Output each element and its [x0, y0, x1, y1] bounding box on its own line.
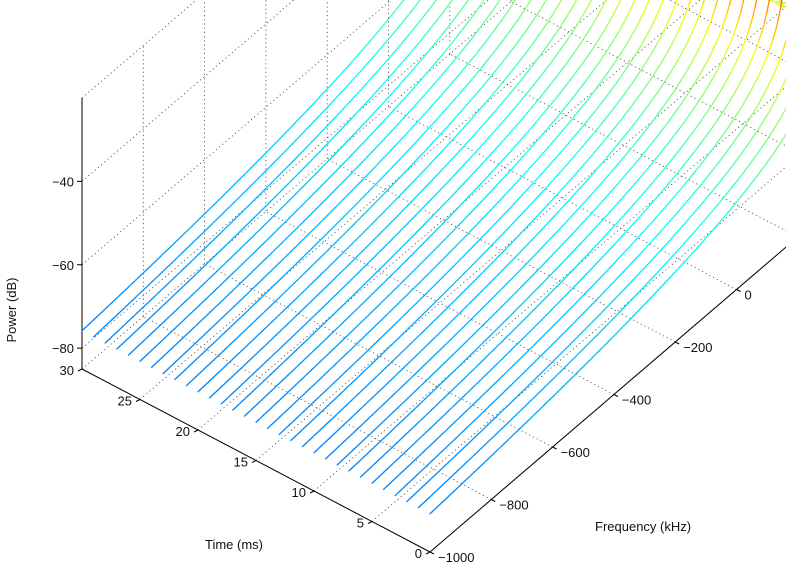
- y-tick: [429, 551, 435, 555]
- x-tick-label: 0: [415, 546, 422, 561]
- grid-line: [81, 0, 295, 182]
- spectra: [81, 0, 786, 515]
- x-tick-label: 25: [118, 394, 132, 409]
- y-tick: [674, 341, 680, 345]
- spectrum-line: [208, 0, 578, 399]
- x-tick: [135, 399, 141, 402]
- grid-line: [197, 0, 701, 431]
- grid-line: [81, 0, 490, 349]
- x-tick: [367, 521, 373, 524]
- z-tick-label: −60: [52, 258, 74, 273]
- spectrum-line: [290, 0, 678, 442]
- spectrum-line: [348, 0, 786, 472]
- spectrum-line: [266, 0, 650, 430]
- spectrum-line: [127, 0, 470, 356]
- x-tick-label: 15: [234, 455, 248, 470]
- spectrum-line: [394, 38, 786, 497]
- spectrum-line: [417, 107, 786, 509]
- grid-line: [510, 1, 786, 147]
- spectrum-line: [371, 0, 770, 484]
- spectrum-line: [104, 0, 438, 344]
- spectrum-line: [162, 0, 517, 375]
- spectrum-line: [243, 0, 622, 417]
- grid-line: [265, 211, 615, 395]
- spectrum-line: [406, 77, 786, 503]
- spectrum-line: [313, 0, 705, 454]
- spectrum-line: [139, 0, 485, 362]
- x-tick: [425, 551, 431, 555]
- y-tick-label: −1000: [438, 550, 475, 563]
- spectrum-line: [197, 0, 563, 393]
- grid-line: [449, 53, 786, 232]
- y-tick-label: −800: [499, 498, 528, 513]
- x-tick: [77, 368, 83, 372]
- x-tick-label: 20: [176, 424, 190, 439]
- y-tick-label: −400: [622, 393, 651, 408]
- spectrum-line: [382, 0, 783, 491]
- y-tick-label: −200: [683, 340, 712, 355]
- y-tick: [491, 499, 496, 502]
- y-tick-label: 0: [745, 288, 752, 303]
- grid-line: [634, 0, 786, 80]
- y-tick-label: −600: [561, 445, 590, 460]
- spectrum-line: [92, 0, 421, 338]
- z-tick-label: −40: [52, 174, 74, 189]
- spectrum-line: [185, 0, 548, 387]
- spectrum-line: [278, 0, 664, 436]
- spectrum-line: [174, 0, 532, 381]
- x-tick-label: 30: [60, 363, 74, 378]
- spectrum-line: [150, 0, 501, 369]
- grid-line: [81, 0, 197, 99]
- spectrum-line: [429, 133, 786, 515]
- spectrum-line: [336, 0, 786, 466]
- y-tick: [552, 446, 557, 450]
- x-tick: [193, 429, 199, 433]
- z-axis-label: Power (dB): [4, 277, 19, 342]
- x-tick-label: 5: [357, 516, 364, 531]
- x-axis-label: Time (ms): [205, 537, 263, 552]
- grid-line: [327, 158, 676, 343]
- grid-line: [81, 0, 392, 266]
- y-axis-label: Frequency (kHz): [595, 519, 691, 534]
- x-tick: [309, 490, 315, 494]
- grid-line: [143, 316, 492, 500]
- spectrum-line: [116, 0, 454, 350]
- spectrum-line: [255, 0, 636, 423]
- spectrum-line: [301, 0, 692, 448]
- tick-labels: 051015202530−1000−800−600−400−2000200400…: [52, 174, 752, 563]
- y-tick: [613, 394, 619, 397]
- spectrum-line: [359, 0, 786, 478]
- x-tick: [251, 460, 257, 463]
- y-tick: [736, 289, 741, 292]
- z-tick-label: −80: [52, 341, 74, 356]
- spectrum-line: [232, 0, 607, 411]
- spectrum-line: [324, 0, 719, 460]
- axes: [77, 97, 786, 555]
- grid-line: [388, 106, 737, 290]
- grid: [81, 0, 786, 553]
- x-tick-label: 10: [292, 485, 306, 500]
- spectrum-line: [81, 0, 405, 332]
- grid-line: [371, 166, 786, 522]
- grid-line: [204, 263, 553, 448]
- spectrum-line: [220, 0, 593, 405]
- grid-line: [255, 6, 786, 461]
- grid-line: [139, 0, 608, 400]
